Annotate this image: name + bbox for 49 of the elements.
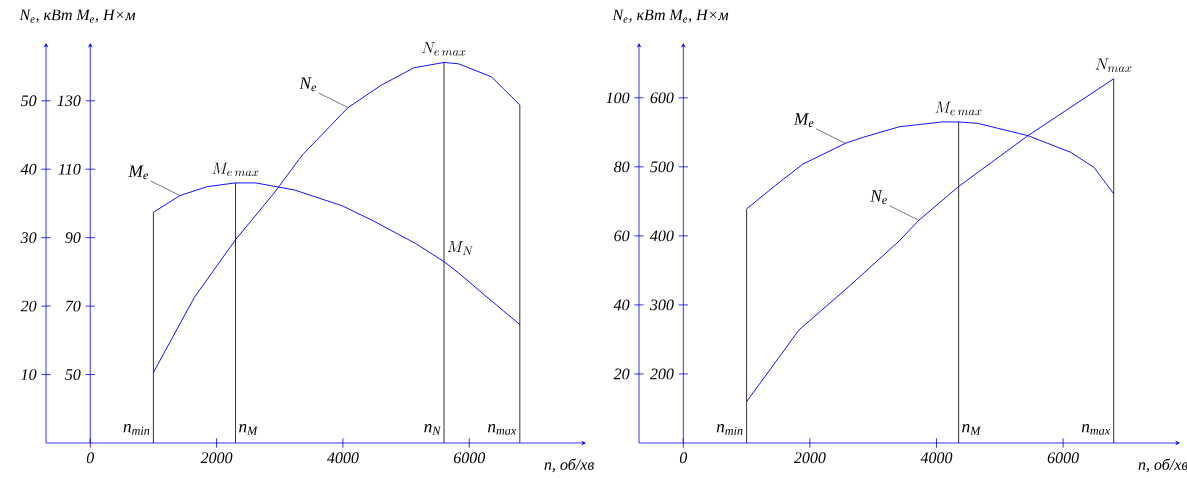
y-tick-label: 40 — [20, 163, 37, 175]
annotation: $N_{e\,max}$ — [422, 42, 466, 56]
y-tick-label: 10 — [21, 369, 37, 380]
ref-line-label: n$_{M}$ — [962, 424, 981, 435]
annotation: $M_{N}$ — [447, 241, 473, 255]
y2-tick-label: 70 — [65, 300, 81, 312]
series-label: N$_{e}$ — [870, 190, 887, 205]
y2-tick-label: 500 — [650, 161, 674, 173]
ref-line-label: n$_{max}$ — [1081, 424, 1111, 435]
ref-line-label: n$_{min}$ — [123, 424, 150, 435]
y2-tick-label: 90 — [65, 232, 81, 244]
x-tick-label: 0 — [86, 452, 95, 464]
y-tick-label: 80 — [613, 161, 630, 173]
ref-line-label: n$_{N}$ — [424, 424, 441, 435]
y2-tick-label: 200 — [649, 368, 674, 380]
y2-tick-label: 130 — [57, 95, 81, 107]
x-tick-label: 6000 — [453, 452, 486, 464]
y-tick-label: 30 — [20, 232, 37, 244]
annotation: $M_{e\,max}$ — [935, 101, 982, 116]
series-label: M$_{e}$ — [793, 113, 814, 128]
y-axis-title: N$_{e}$, кВт — [19, 9, 72, 23]
ref-line-label: n$_{max}$ — [487, 424, 517, 435]
y-tick-label: 40 — [613, 299, 630, 311]
y2-tick-label: 50 — [65, 369, 81, 380]
y2-tick-label: 600 — [650, 92, 674, 104]
x-tick-label: 0 — [679, 452, 688, 464]
x-tick-label: 6000 — [1047, 452, 1079, 464]
y2-axis-title: M$_{e}$, Н×м — [76, 9, 136, 23]
y2-axis-title: M$_{e}$, Н×м — [669, 9, 729, 23]
x-tick-label: 2000 — [200, 452, 233, 464]
y-tick-label: 60 — [614, 230, 630, 242]
y2-tick-label: 110 — [58, 163, 81, 175]
series-label: N$_{e}$ — [299, 77, 317, 92]
y-tick-label: 20 — [613, 368, 630, 380]
annotation: $M_{e\,max}$ — [212, 162, 259, 177]
y-tick-label: 50 — [20, 95, 37, 107]
y-tick-label: 20 — [20, 300, 37, 312]
x-tick-label: 2000 — [793, 452, 826, 464]
annotation: $N_{max}$ — [1095, 58, 1132, 72]
y2-tick-label: 400 — [649, 230, 674, 242]
series-label: M$_{e}$ — [128, 165, 149, 180]
y-axis-title: N$_{e}$, кВт — [612, 9, 665, 23]
ref-line-label: n$_{min}$ — [716, 424, 743, 435]
ref-line-label: n$_{M}$ — [239, 424, 258, 435]
y2-tick-label: 300 — [649, 299, 674, 311]
x-tick-label: 4000 — [326, 452, 359, 464]
y-tick-label: 100 — [606, 92, 630, 104]
x-tick-label: 4000 — [920, 452, 953, 464]
x-axis-title: n, об/хв — [544, 458, 595, 473]
